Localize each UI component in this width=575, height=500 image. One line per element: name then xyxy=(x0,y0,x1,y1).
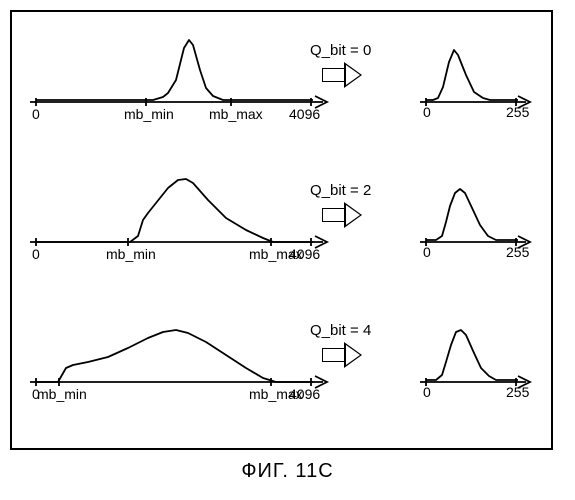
map-arrow-icon xyxy=(322,208,344,222)
axis-tick-label: 0 xyxy=(32,106,40,122)
axis-tick-label: 255 xyxy=(506,384,529,400)
axis-tick-label: 4096 xyxy=(289,246,320,262)
map-arrow-head-icon xyxy=(344,62,362,88)
axis-tick-label: 0 xyxy=(32,246,40,262)
chart-row: 0 mb_min mb_max 4096 Q_bit = 0 0 255 xyxy=(0,30,575,165)
axis-tick-label: mb_max xyxy=(209,106,263,122)
q-bit-label: Q_bit = 0 xyxy=(310,42,371,59)
axis-tick-label: mb_min xyxy=(124,106,174,122)
axis-tick-label: 0 xyxy=(423,384,431,400)
axis-tick-label: 0 xyxy=(423,104,431,120)
map-arrow-icon xyxy=(322,348,344,362)
axis-tick-label: 0 xyxy=(423,244,431,260)
q-bit-label: Q_bit = 4 xyxy=(310,322,371,339)
axis-tick-label: 4096 xyxy=(289,386,320,402)
chart-row: 0mb_minmb_max4096Q_bit = 2 0255 xyxy=(0,170,575,305)
map-arrow-head-icon xyxy=(344,202,362,228)
axis-tick-label: 4096 xyxy=(289,106,320,122)
axis-tick-label: 255 xyxy=(506,244,529,260)
figure-caption: ФИГ. 11С xyxy=(0,460,575,483)
q-bit-label: Q_bit = 2 xyxy=(310,182,371,199)
chart-row: 0mb_minmb_max4096Q_bit = 4 0255 xyxy=(0,310,575,445)
map-arrow-head-icon xyxy=(344,342,362,368)
axis-tick-label: mb_min xyxy=(37,386,87,402)
axis-tick-label: 255 xyxy=(506,104,529,120)
axis-tick-label: mb_min xyxy=(106,246,156,262)
map-arrow-icon xyxy=(322,68,344,82)
